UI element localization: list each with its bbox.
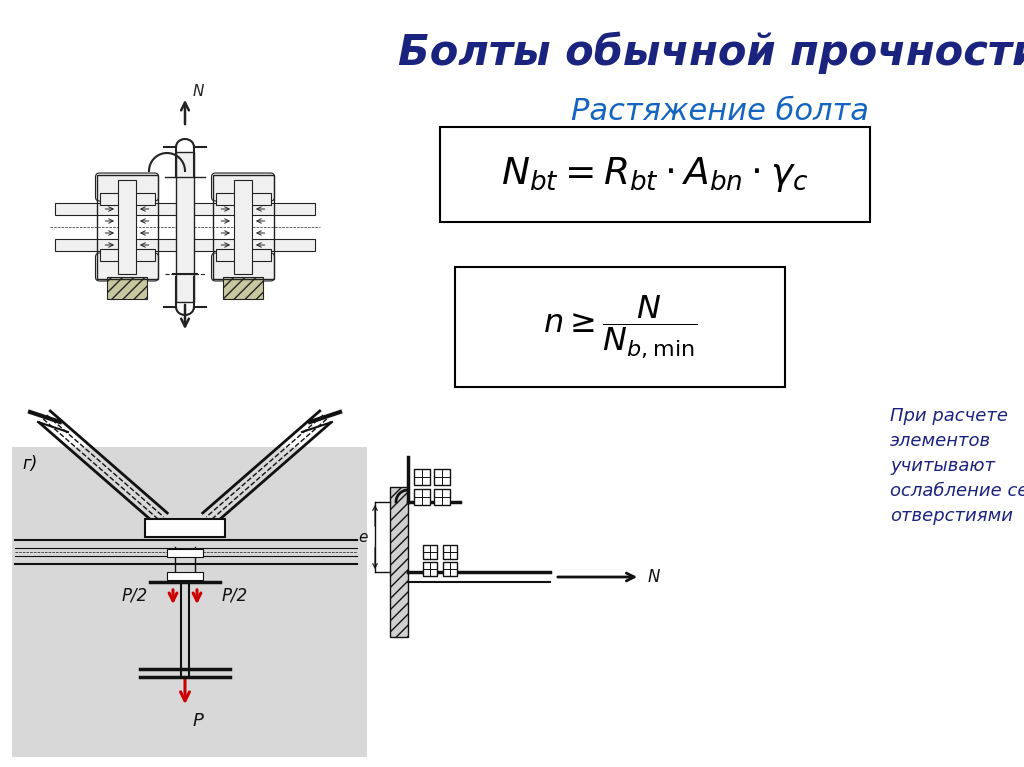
Bar: [99, 249, 155, 261]
Bar: [455, 267, 785, 387]
Text: P: P: [193, 712, 204, 730]
Bar: [434, 469, 450, 485]
Bar: [55, 239, 315, 251]
Text: P/2: P/2: [122, 587, 148, 605]
Bar: [213, 175, 273, 279]
FancyBboxPatch shape: [95, 253, 159, 281]
Text: При расчете
элементов
учитывают
ослабление сечения
отверстиями: При расчете элементов учитывают ослаблен…: [890, 407, 1024, 525]
Text: $N_{bt} = R_{bt} \cdot A_{bn} \cdot \gamma_c$: $N_{bt} = R_{bt} \cdot A_{bn} \cdot \gam…: [502, 156, 809, 195]
Text: г): г): [22, 455, 37, 473]
Text: Растяжение болта: Растяжение болта: [571, 97, 869, 126]
Bar: [234, 180, 252, 274]
Text: e: e: [358, 529, 368, 545]
Text: Болты обычной прочности: Болты обычной прочности: [398, 32, 1024, 74]
Bar: [443, 545, 457, 559]
Text: N: N: [648, 568, 660, 586]
Bar: [145, 519, 225, 537]
Bar: [414, 469, 430, 485]
Bar: [106, 277, 147, 299]
Bar: [423, 545, 437, 559]
Bar: [176, 152, 194, 302]
Bar: [434, 489, 450, 505]
Text: P/2: P/2: [222, 587, 248, 605]
Bar: [440, 127, 870, 222]
Bar: [215, 249, 270, 261]
Bar: [215, 193, 270, 205]
Bar: [423, 562, 437, 576]
Text: $n \geq \dfrac{N}{N_{b,\min}}$: $n \geq \dfrac{N}{N_{b,\min}}$: [543, 294, 697, 360]
Bar: [223, 277, 263, 299]
Bar: [99, 193, 155, 205]
Bar: [443, 562, 457, 576]
Bar: [55, 203, 315, 215]
FancyBboxPatch shape: [95, 173, 159, 201]
FancyBboxPatch shape: [212, 173, 274, 201]
Bar: [96, 175, 158, 279]
Bar: [414, 489, 430, 505]
Bar: [118, 180, 136, 274]
Text: N: N: [193, 84, 205, 100]
Bar: [167, 572, 203, 580]
FancyBboxPatch shape: [212, 253, 274, 281]
Bar: [12, 447, 367, 757]
Bar: [167, 549, 203, 557]
Bar: [390, 487, 408, 637]
